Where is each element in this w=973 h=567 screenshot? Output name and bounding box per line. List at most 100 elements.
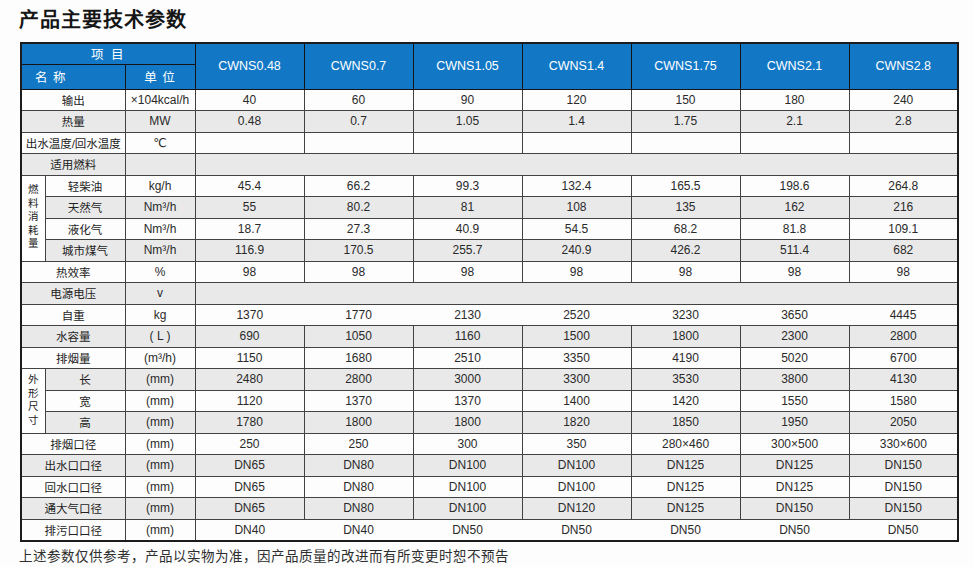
value-cell: 98 xyxy=(740,261,849,283)
row-unit: MW xyxy=(125,111,195,133)
row-name: 高 xyxy=(45,412,125,434)
value-cell: DN150 xyxy=(849,498,958,520)
row-unit xyxy=(125,154,195,176)
table-row: 回水口口径(mm)DN65DN80DN100DN100DN125DN125DN1… xyxy=(21,476,958,498)
value-cell: 54.5 xyxy=(522,218,631,240)
value-cell: 135 xyxy=(631,197,740,219)
value-cell: 1820 xyxy=(522,412,631,434)
row-name: 通大气口径 xyxy=(21,498,125,520)
value-cell: DN50 xyxy=(849,519,958,541)
group-label: 外形尺寸 xyxy=(21,369,45,434)
row-name: 自重 xyxy=(21,304,125,326)
row-name: 排烟口径 xyxy=(21,433,125,455)
value-cell: 3300 xyxy=(522,369,631,391)
value-cell: 1370 xyxy=(304,390,413,412)
table-row: 适用燃料 xyxy=(21,154,958,176)
value-cell: 1800 xyxy=(413,412,522,434)
value-cell: 1050 xyxy=(304,326,413,348)
value-cell: 162 xyxy=(740,197,849,219)
value-cell: 66.2 xyxy=(304,175,413,197)
row-unit: ( L ) xyxy=(125,326,195,348)
table-row: 城市煤气Nm³/h116.9170.5255.7240.9426.2511.46… xyxy=(21,240,958,262)
value-cell: 240 xyxy=(849,89,958,111)
row-name: 城市煤气 xyxy=(45,240,125,262)
value-cell: 300 xyxy=(413,433,522,455)
value-cell: 0.48 xyxy=(195,111,304,133)
value-cell: 108 xyxy=(522,197,631,219)
value-cell: DN150 xyxy=(849,476,958,498)
unit-column-header: 单 位 xyxy=(125,64,195,89)
row-unit: (mm) xyxy=(125,455,195,477)
row-name: 排污口口径 xyxy=(21,519,125,541)
value-cell: 250 xyxy=(304,433,413,455)
table-row: 自重kg1370177021302520323036504445 xyxy=(21,304,958,326)
row-unit: ℃ xyxy=(125,132,195,154)
merged-empty-cell xyxy=(195,283,958,305)
row-name: 宽 xyxy=(45,390,125,412)
value-cell: DN125 xyxy=(631,476,740,498)
value-cell: 330×600 xyxy=(849,433,958,455)
column-header-model: CWNS1.05 xyxy=(413,43,522,89)
value-cell: 1770 xyxy=(304,304,413,326)
value-cell: DN100 xyxy=(522,476,631,498)
table-row: 宽(mm)1120137013701400142015501580 xyxy=(21,390,958,412)
value-cell: 18.7 xyxy=(195,218,304,240)
row-unit: Nm³/h xyxy=(125,197,195,219)
row-unit: (mm) xyxy=(125,433,195,455)
value-cell: 80.2 xyxy=(304,197,413,219)
row-unit: Nm³/h xyxy=(125,218,195,240)
value-cell: 1780 xyxy=(195,412,304,434)
value-cell: DN65 xyxy=(195,476,304,498)
value-cell: 120 xyxy=(522,89,631,111)
value-cell: 6700 xyxy=(849,347,958,369)
value-cell xyxy=(413,132,522,154)
row-name: 热量 xyxy=(21,111,125,133)
value-cell: 250 xyxy=(195,433,304,455)
value-cell: 98 xyxy=(304,261,413,283)
row-name: 回水口口径 xyxy=(21,476,125,498)
value-cell: 132.4 xyxy=(522,175,631,197)
value-cell: 27.3 xyxy=(304,218,413,240)
value-cell: DN125 xyxy=(631,455,740,477)
value-cell: 2480 xyxy=(195,369,304,391)
value-cell: 45.4 xyxy=(195,175,304,197)
value-cell: 1550 xyxy=(740,390,849,412)
value-cell: 5020 xyxy=(740,347,849,369)
value-cell: 3650 xyxy=(740,304,849,326)
value-cell: 116.9 xyxy=(195,240,304,262)
value-cell: 1800 xyxy=(631,326,740,348)
value-cell: 690 xyxy=(195,326,304,348)
value-cell: 81.8 xyxy=(740,218,849,240)
value-cell: 264.8 xyxy=(849,175,958,197)
row-name: 输出 xyxy=(21,89,125,111)
value-cell: 60 xyxy=(304,89,413,111)
value-cell: 3530 xyxy=(631,369,740,391)
value-cell: DN80 xyxy=(304,476,413,498)
value-cell: 1680 xyxy=(304,347,413,369)
row-name: 液化气 xyxy=(45,218,125,240)
value-cell: 216 xyxy=(849,197,958,219)
row-name: 天然气 xyxy=(45,197,125,219)
row-name: 水容量 xyxy=(21,326,125,348)
row-unit: kg xyxy=(125,304,195,326)
value-cell: 98 xyxy=(631,261,740,283)
value-cell: 3350 xyxy=(522,347,631,369)
header-row-top: 项 目 CWNS0.48CWNS0.7CWNS1.05CWNS1.4CWNS1.… xyxy=(21,43,958,64)
value-cell: 98 xyxy=(522,261,631,283)
row-unit: (mm) xyxy=(125,390,195,412)
value-cell: 40 xyxy=(195,89,304,111)
table-row: 热效率%98989898989898 xyxy=(21,261,958,283)
value-cell: 426.2 xyxy=(631,240,740,262)
table-row: 燃料消耗量轻柴油kg/h45.466.299.3132.4165.5198.62… xyxy=(21,175,958,197)
corner-header: 项 目 xyxy=(21,43,195,64)
table-row: 高(mm)1780180018001820185019502050 xyxy=(21,412,958,434)
value-cell: 55 xyxy=(195,197,304,219)
value-cell: 98 xyxy=(195,261,304,283)
value-cell: 98 xyxy=(849,261,958,283)
value-cell: 2510 xyxy=(413,347,522,369)
table-row: 液化气Nm³/h18.727.340.954.568.281.8109.1 xyxy=(21,218,958,240)
table-row: 输出×104kcal/h406090120150180240 xyxy=(21,89,958,111)
column-header-model: CWNS1.75 xyxy=(631,43,740,89)
value-cell: DN125 xyxy=(740,476,849,498)
row-name: 出水口口径 xyxy=(21,455,125,477)
